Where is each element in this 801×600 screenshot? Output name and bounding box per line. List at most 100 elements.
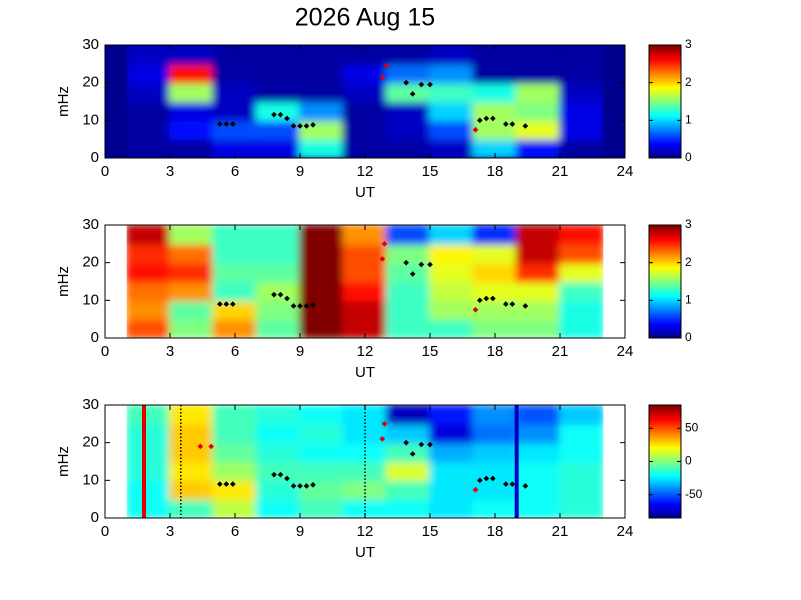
x-tick-label: 18 — [487, 163, 504, 180]
x-tick-label: 9 — [296, 343, 304, 360]
colorbar-step — [649, 300, 681, 304]
colorbar-step — [649, 435, 681, 438]
marker — [310, 482, 316, 488]
heat-cell — [515, 441, 561, 463]
heat-cell — [126, 62, 171, 84]
heat-cell — [169, 81, 215, 103]
heat-cell — [299, 100, 345, 122]
heat-cell — [429, 138, 475, 158]
heat-cell — [515, 81, 561, 103]
heat-cell — [212, 81, 258, 103]
marker — [379, 436, 386, 442]
heat-cell — [429, 62, 475, 84]
heat-cell — [299, 119, 345, 141]
heat-cell — [559, 299, 604, 321]
colorbar-step — [649, 433, 681, 436]
heat-cell — [515, 100, 561, 122]
colorbar-step — [649, 52, 681, 55]
heat-cell — [212, 441, 258, 463]
colorbar-step — [649, 62, 681, 65]
heat-cell — [299, 405, 345, 425]
heat-cell — [212, 460, 258, 482]
heat-cell — [169, 479, 215, 501]
marker — [522, 123, 529, 129]
colorbar-step — [649, 406, 681, 410]
heat-cell — [385, 45, 431, 65]
heat-cell — [126, 100, 171, 122]
heat-cell — [472, 280, 518, 302]
colorbar-step — [649, 427, 681, 431]
heat-cell — [472, 81, 518, 103]
colorbar-step — [649, 489, 681, 493]
panel: 0 3 6 9 12 15 18 21 24 0 10 20 30 UT mHz -50 0 50 — [55, 396, 703, 561]
colorbar-step — [649, 69, 681, 72]
colorbar-step — [649, 57, 681, 60]
heat-cell — [126, 81, 171, 103]
colorbar-step — [649, 135, 681, 138]
colorbar-step — [649, 82, 681, 85]
heat-cell — [559, 405, 604, 425]
y-tick-label: 20 — [82, 74, 99, 91]
heat-cell — [559, 100, 604, 122]
marker — [403, 439, 409, 446]
heat-cell — [212, 280, 258, 302]
colorbar-step — [649, 327, 681, 330]
colorbar-frame — [648, 44, 682, 159]
heat-cell — [342, 81, 388, 103]
colorbar-step — [649, 145, 681, 148]
heat-cell — [169, 45, 215, 65]
colorbar-step — [649, 80, 681, 83]
colorbar-tick-label: 3 — [685, 217, 692, 231]
heat-cell — [255, 138, 301, 158]
heat-cell — [385, 498, 431, 518]
colorbar-step — [649, 269, 681, 272]
heat-cell — [212, 261, 258, 283]
y-tick-label: 30 — [82, 36, 99, 53]
heat-cell — [299, 441, 345, 463]
heat-cell — [385, 441, 431, 463]
colorbar-step — [649, 110, 681, 113]
x-tick-label: 0 — [101, 523, 109, 540]
heat-cell — [169, 261, 215, 283]
heat-cell — [212, 138, 258, 158]
heat-cell — [342, 280, 388, 302]
colorbar-step — [649, 334, 681, 337]
marker — [403, 79, 409, 86]
x-tick-label: 24 — [617, 163, 634, 180]
colorbar-step — [649, 124, 681, 127]
colorbar-step — [649, 315, 681, 318]
marker — [284, 295, 290, 302]
colorbar-step — [649, 461, 681, 464]
heat-cell — [212, 422, 258, 444]
heat-cell — [255, 45, 301, 65]
colorbar-step — [649, 468, 681, 471]
heat-cell — [169, 100, 215, 122]
y-tick-label: 20 — [82, 254, 99, 271]
colorbar-step — [649, 99, 681, 102]
marker — [223, 301, 230, 307]
marker — [379, 256, 386, 262]
colorbar-step — [649, 408, 681, 411]
heat-cell — [385, 81, 431, 103]
marker — [303, 123, 310, 129]
colorbar-step — [649, 431, 681, 434]
heat-cell — [515, 138, 561, 158]
y-tick-label: 10 — [82, 471, 99, 488]
heat-cell — [255, 242, 301, 264]
colorbar-step — [649, 477, 681, 480]
heat-cell — [255, 441, 301, 463]
colorbar-step — [649, 417, 681, 420]
y-tick-label: 30 — [82, 216, 99, 233]
colorbar-step — [649, 495, 681, 498]
colorbar-step — [649, 108, 681, 111]
heat-cell — [515, 460, 561, 482]
colorbar-step — [649, 156, 681, 159]
heat-cell — [299, 62, 345, 84]
colorbar-step — [649, 498, 681, 501]
colorbar-step — [649, 76, 681, 80]
heat-cell — [169, 498, 215, 518]
marker — [271, 111, 277, 118]
heat-cell — [472, 498, 518, 518]
heat-cell — [342, 225, 388, 245]
colorbar-step — [649, 235, 681, 238]
